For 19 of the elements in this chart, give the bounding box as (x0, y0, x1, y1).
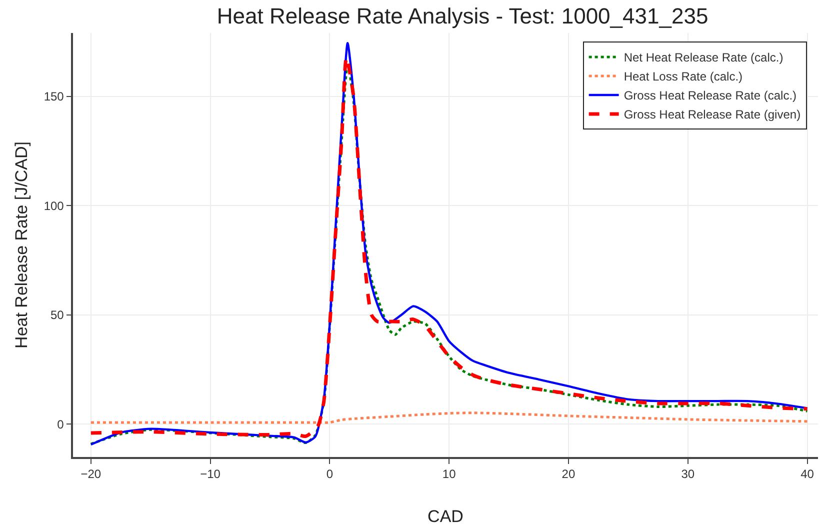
x-tick-label: 10 (442, 467, 456, 482)
x-axis-title: CAD (428, 507, 464, 526)
legend-label: Gross Heat Release Rate (given) (624, 108, 801, 122)
legend-label: Heat Loss Rate (calc.) (624, 70, 743, 84)
y-tick-label: 0 (57, 417, 64, 432)
legend-label: Net Heat Release Rate (calc.) (624, 50, 784, 65)
x-tick-label: 30 (681, 467, 695, 482)
x-tick-label: −20 (80, 467, 102, 482)
y-tick-label: 50 (50, 308, 64, 322)
y-tick-label: 150 (44, 90, 64, 104)
y-axis-title: Heat Release Rate [J/CAD] (12, 142, 31, 348)
y-tick-label: 100 (44, 198, 64, 213)
x-tick-label: 0 (326, 467, 334, 482)
x-tick-label: 20 (562, 467, 576, 482)
legend-label: Gross Heat Release Rate (calc.) (624, 88, 797, 103)
x-tick-label: −10 (200, 467, 221, 482)
chart-title: Heat Release Rate Analysis - Test: 1000_431_235 (216, 3, 708, 28)
line-series (90, 412, 808, 424)
x-tick-label: 40 (800, 467, 814, 482)
